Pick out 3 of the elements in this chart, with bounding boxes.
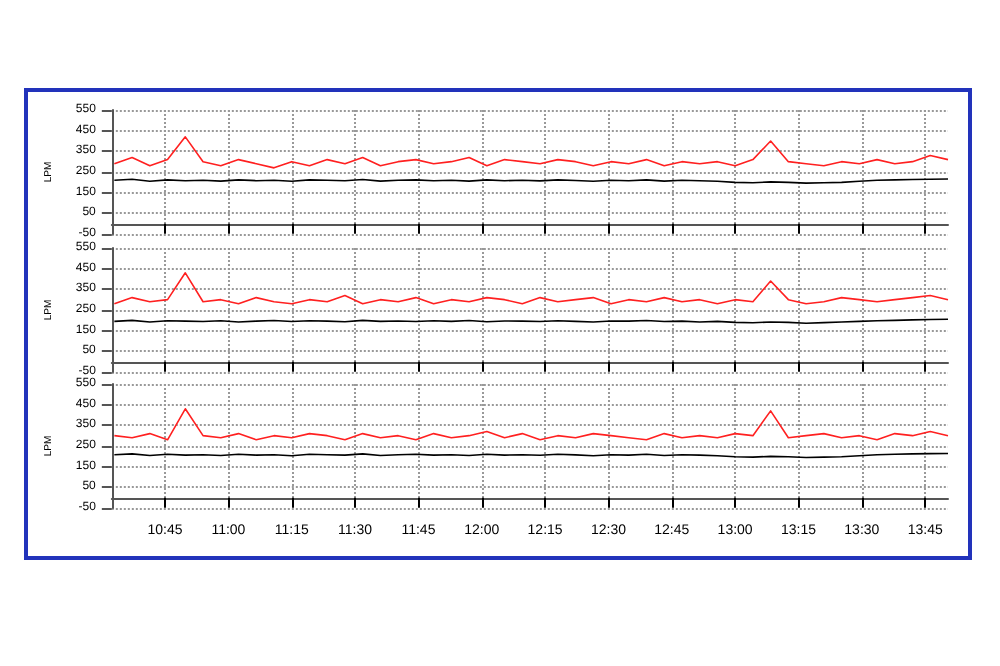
line-series bbox=[113, 272, 949, 305]
line-series bbox=[113, 136, 949, 169]
line-series bbox=[113, 408, 949, 441]
